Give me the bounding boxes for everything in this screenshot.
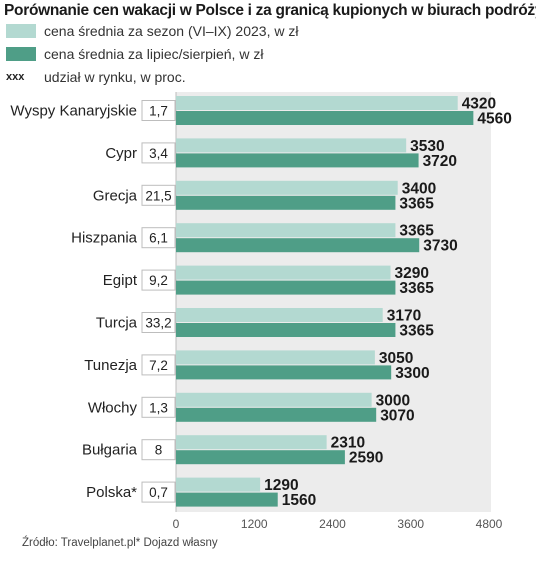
data-label: 4320 — [462, 96, 496, 113]
bar — [176, 280, 396, 295]
category-label: Włochy — [88, 399, 138, 416]
market-share-label: 8 — [155, 443, 163, 458]
legend-item-season: cena średnia za sezon (VI–IX) 2023, w zł — [6, 22, 298, 40]
bar — [176, 407, 377, 422]
data-label: 3300 — [395, 365, 429, 382]
market-share-label: 3,4 — [149, 146, 168, 161]
data-label: 3000 — [376, 392, 410, 409]
data-label: 3290 — [395, 265, 429, 282]
data-label: 3530 — [410, 138, 444, 155]
x-tick-label: 1200 — [241, 517, 268, 531]
data-label: 3365 — [399, 323, 434, 340]
x-tick-label: 2400 — [319, 517, 346, 531]
bar — [176, 111, 474, 125]
market-share-box — [141, 312, 176, 333]
market-share-box — [141, 227, 176, 249]
x-tick-label: 0 — [173, 517, 180, 531]
category-label: Hiszpania — [71, 230, 138, 247]
legend-label-july-august: cena średnia za lipiec/sierpień, w zł — [44, 46, 264, 62]
legend-label-season: cena średnia za sezon (VI–IX) 2023, w zł — [44, 23, 299, 39]
category-label: Egipt — [103, 272, 138, 289]
market-share-box — [141, 439, 176, 461]
market-share-box — [141, 184, 176, 206]
market-share-label: 21,5 — [145, 188, 171, 203]
market-share-box — [141, 269, 176, 291]
category-label: Wyspy Kanaryjskie — [10, 103, 137, 120]
bar — [176, 450, 345, 465]
data-label: 3365 — [399, 195, 434, 212]
market-share-box — [141, 100, 176, 121]
data-label: 3050 — [379, 350, 413, 367]
data-label: 3365 — [399, 280, 434, 297]
market-share-label: 1,7 — [149, 104, 168, 119]
category-label: Tunezja — [84, 357, 137, 374]
data-label: 3400 — [402, 180, 436, 197]
market-share-label: 1,3 — [149, 400, 168, 415]
market-share-label: 33,2 — [145, 316, 171, 331]
bar — [176, 477, 261, 492]
category-label: Bułgaria — [82, 442, 138, 459]
market-share-label: 6,1 — [149, 231, 168, 246]
data-label: 3730 — [423, 238, 457, 255]
market-share-box — [141, 481, 176, 503]
data-label: 3070 — [380, 407, 414, 424]
market-share-label: 7,2 — [149, 358, 168, 373]
bar — [176, 180, 398, 195]
bar — [176, 96, 458, 110]
category-label: Turcja — [96, 315, 138, 332]
data-label: 3170 — [387, 308, 421, 325]
bar — [176, 153, 419, 168]
bar — [176, 138, 407, 153]
x-tick-label: 4800 — [476, 517, 503, 531]
data-label: 3365 — [399, 223, 434, 240]
legend-swatch-season — [6, 24, 36, 38]
bar — [176, 223, 396, 238]
legend-swatch-july-august — [6, 47, 36, 61]
bar — [176, 308, 383, 322]
bar — [176, 195, 396, 210]
data-label: 2590 — [349, 450, 383, 467]
bar — [176, 350, 375, 365]
market-share-label: 0,7 — [149, 485, 168, 500]
source-note: Źródło: Travelplanet.pl* Dojazd własny — [22, 537, 218, 549]
bar — [176, 238, 420, 253]
chart-title: Porównanie cen wakacji w Polsce i za gra… — [4, 2, 536, 19]
bar — [176, 365, 392, 380]
market-share-label: 9,2 — [149, 273, 168, 288]
market-share-box — [141, 396, 176, 418]
data-label: 1290 — [264, 477, 298, 494]
data-label: 4560 — [477, 111, 511, 128]
bar — [176, 323, 396, 337]
data-label: 3720 — [423, 153, 457, 170]
category-label: Polska* — [86, 484, 137, 501]
legend-label-market-share: udział w rynku, w proc. — [44, 69, 186, 85]
bar — [176, 392, 372, 407]
legend-marker-market-share: xxx — [6, 71, 25, 83]
bar — [176, 492, 278, 507]
data-label: 2310 — [331, 435, 365, 452]
bar — [176, 435, 327, 450]
market-share-box — [141, 354, 176, 376]
x-tick-label: 3600 — [397, 517, 424, 531]
bar — [176, 265, 391, 280]
legend-item-july-august: cena średnia za lipiec/sierpień, w zł — [6, 45, 263, 63]
data-label: 1560 — [282, 492, 316, 509]
category-label: Cypr — [105, 145, 137, 162]
legend-item-market-share: xxx udział w rynku, w proc. — [6, 68, 186, 86]
market-share-box — [141, 142, 176, 164]
category-label: Grecja — [93, 187, 138, 204]
